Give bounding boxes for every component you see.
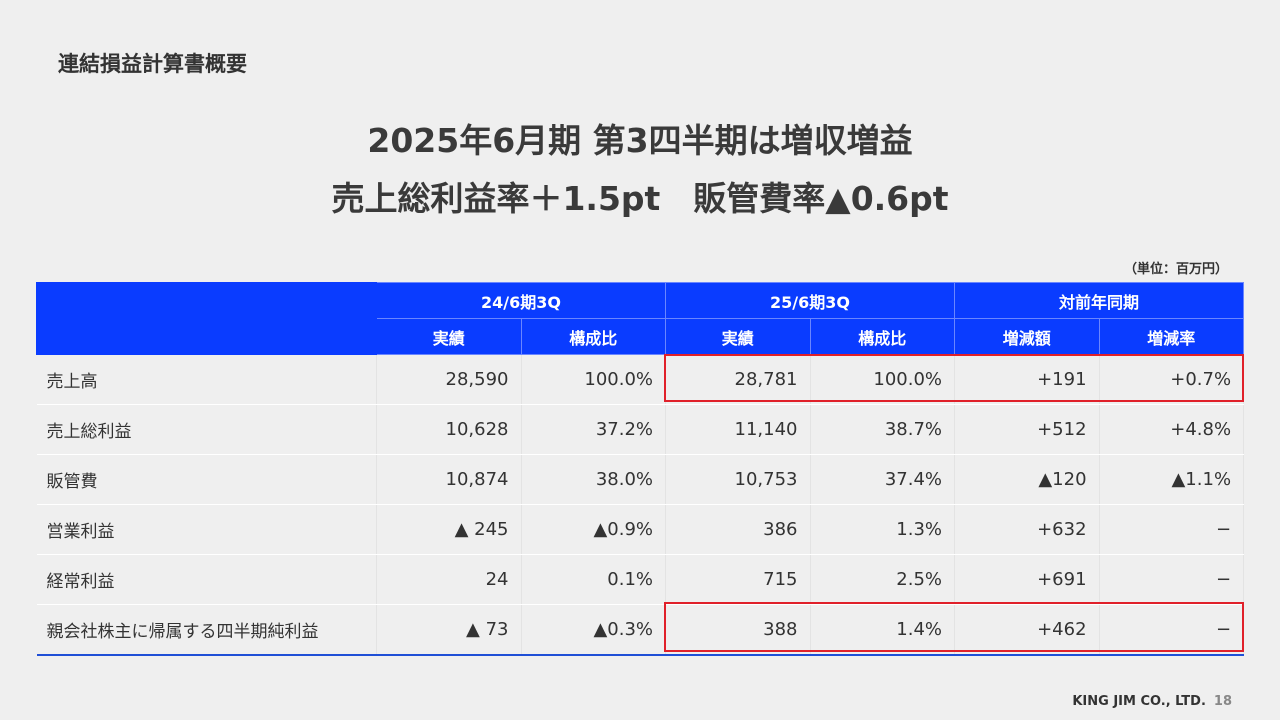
row-label: 売上高 xyxy=(36,354,377,405)
table-cell: ▲ 73 xyxy=(376,604,522,656)
table-cell: +691 xyxy=(954,554,1100,605)
table-cell: 28,590 xyxy=(376,354,522,405)
table-row: 親会社株主に帰属する四半期純利益 ▲ 73 ▲0.3% 388 1.4% +46… xyxy=(36,604,1245,656)
table-cell: 38.7% xyxy=(810,404,956,455)
group-header-yoy: 対前年同期 xyxy=(954,282,1245,319)
row-label: 経常利益 xyxy=(36,554,377,605)
table-cell: 37.4% xyxy=(810,454,956,505)
headline-line-1: 2025年6月期 第3四半期は増収増益 xyxy=(367,121,913,160)
table-cell: +512 xyxy=(954,404,1100,455)
table-cell: 386 xyxy=(665,504,811,555)
table-row: 売上高 28,590 100.0% 28,781 100.0% +191 +0.… xyxy=(36,354,1245,405)
table-cell: 24 xyxy=(376,554,522,605)
table-cell: ▲0.9% xyxy=(521,504,667,555)
table-row: 販管費 10,874 38.0% 10,753 37.4% ▲120 ▲1.1% xyxy=(36,454,1245,505)
table-cell: 1.3% xyxy=(810,504,956,555)
table-row: 売上総利益 10,628 37.2% 11,140 38.7% +512 +4.… xyxy=(36,404,1245,455)
sub-header: 構成比 xyxy=(809,318,956,355)
table-cell: 10,628 xyxy=(376,404,522,455)
sub-header-row: 実績 構成比 実績 構成比 増減額 増減率 xyxy=(37,318,1245,355)
sub-header: 増減額 xyxy=(954,318,1100,355)
table-cell: +462 xyxy=(954,604,1100,656)
table-cell: ▲1.1% xyxy=(1099,454,1245,505)
sub-header: 実績 xyxy=(376,318,522,355)
table-row: 営業利益 ▲ 245 ▲0.9% 386 1.3% +632 − xyxy=(36,504,1245,555)
table-cell: 388 xyxy=(665,604,811,656)
table-cell: − xyxy=(1099,504,1245,555)
table-cell: ▲0.3% xyxy=(521,604,667,656)
table-cell: 11,140 xyxy=(665,404,811,455)
headline-line-2: 売上総利益率＋1.5pt 販管費率▲0.6pt xyxy=(331,179,949,218)
table-cell: 37.2% xyxy=(521,404,667,455)
table-row: 経常利益 24 0.1% 715 2.5% +691 − xyxy=(36,554,1245,605)
table-cell: +632 xyxy=(954,504,1100,555)
table-cell: 100.0% xyxy=(521,354,667,405)
table-cell: − xyxy=(1099,554,1245,605)
sub-header: 増減率 xyxy=(1098,318,1245,355)
table-cell: ▲ 245 xyxy=(376,504,522,555)
table-cell: +4.8% xyxy=(1099,404,1245,455)
section-title: 連結損益計算書概要 xyxy=(58,52,247,76)
group-header-prev-year: 24/6期3Q xyxy=(375,282,667,319)
sub-header: 構成比 xyxy=(520,318,667,355)
table-cell: 28,781 xyxy=(665,354,811,405)
table-cell: 10,874 xyxy=(376,454,522,505)
income-statement-table: 24/6期3Q 25/6期3Q 対前年同期 実績 構成比 実績 構成比 増減額 … xyxy=(36,282,1245,656)
highlight-box-sales xyxy=(664,354,1244,402)
table-cell: 38.0% xyxy=(521,454,667,505)
sub-header: 実績 xyxy=(665,318,811,355)
table-cell: 100.0% xyxy=(810,354,956,405)
table-cell: +191 xyxy=(954,354,1100,405)
table-cell: 1.4% xyxy=(810,604,956,656)
unit-note: （単位：百万円） xyxy=(1123,262,1228,277)
table-cell: 10,753 xyxy=(665,454,811,505)
table-cell: 0.1% xyxy=(521,554,667,605)
footer: KING JIM CO., LTD. 18 xyxy=(1072,694,1232,709)
group-header-current-year: 25/6期3Q xyxy=(665,282,956,319)
table-cell: 2.5% xyxy=(810,554,956,605)
table-cell: 715 xyxy=(665,554,811,605)
highlight-box-net-income xyxy=(664,602,1244,652)
corner-header xyxy=(36,282,377,355)
table-cell: ▲120 xyxy=(954,454,1100,505)
table-cell: +0.7% xyxy=(1099,354,1245,405)
company-name: KING JIM CO., LTD. xyxy=(1072,694,1206,709)
row-label: 売上総利益 xyxy=(36,404,377,455)
row-label: 親会社株主に帰属する四半期純利益 xyxy=(36,604,377,656)
group-header-row: 24/6期3Q 25/6期3Q 対前年同期 xyxy=(36,282,1245,355)
page-number: 18 xyxy=(1213,694,1232,709)
row-label: 販管費 xyxy=(36,454,377,505)
row-label: 営業利益 xyxy=(36,504,377,555)
